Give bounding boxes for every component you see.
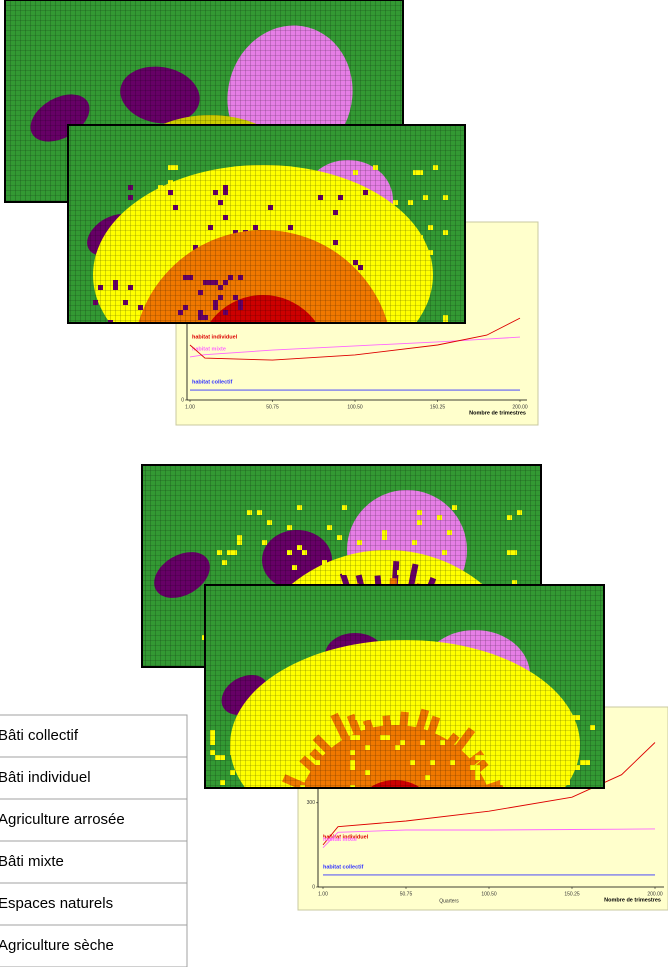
- legend-item: Agriculture arrosée: [0, 811, 125, 828]
- x-tick-label: 50.75: [266, 404, 279, 410]
- series-label: habitat collectif: [323, 864, 364, 870]
- x-tick-label: 150.25: [430, 404, 446, 410]
- legend-item: Agriculture sèche: [0, 937, 114, 954]
- x-tick-label: 100.50: [481, 891, 497, 897]
- series-line: [189, 317, 521, 361]
- legend-row: [0, 714, 188, 758]
- legend: Bâti collectif Bâti individuel Agriculture…: [0, 714, 188, 968]
- simulation-map: [205, 585, 604, 788]
- map-border: [204, 584, 605, 789]
- legend-item: Espaces naturels: [0, 895, 113, 912]
- legend-row: [0, 840, 188, 884]
- series-label: habitat collectif: [192, 380, 233, 386]
- map-border: [67, 124, 466, 324]
- series-label: habitat mixte: [192, 346, 226, 352]
- y-tick-label: 300: [307, 800, 316, 806]
- legend-item: Bâti collectif: [0, 727, 79, 744]
- x-tick-label: 50.75: [400, 891, 413, 897]
- series-label: habitat individuel: [192, 334, 238, 340]
- x-axis-label-secondary: Quarters: [439, 898, 459, 904]
- map-grid: [68, 125, 465, 323]
- y-tick-label: 0: [181, 397, 184, 403]
- x-tick-label: 150.25: [564, 891, 580, 897]
- legend-item: Bâti individuel: [0, 769, 91, 786]
- legend-item: Bâti mixte: [0, 853, 64, 870]
- legend-row: [0, 882, 188, 926]
- x-axis-label: Nombre de trimestres: [604, 897, 661, 903]
- x-tick-label: 200.00: [647, 891, 663, 897]
- y-tick-label: 0: [312, 884, 315, 890]
- x-tick-label: 100.50: [347, 404, 363, 410]
- x-tick-label: 200.00: [512, 404, 528, 410]
- legend-row: [0, 756, 188, 800]
- x-tick-label: 1.00: [185, 404, 195, 410]
- series-line: [322, 828, 656, 849]
- series-label: habitat individuel: [323, 834, 369, 840]
- series-label: habitat mixte: [323, 837, 357, 843]
- map-grid: [205, 585, 604, 788]
- simulation-map: [68, 125, 465, 323]
- x-axis-label: Nombre de trimestres: [469, 410, 526, 416]
- legend-row: [0, 798, 188, 842]
- series-line: [189, 336, 521, 358]
- series-line: [322, 742, 656, 846]
- x-tick-label: 1.00: [318, 891, 328, 897]
